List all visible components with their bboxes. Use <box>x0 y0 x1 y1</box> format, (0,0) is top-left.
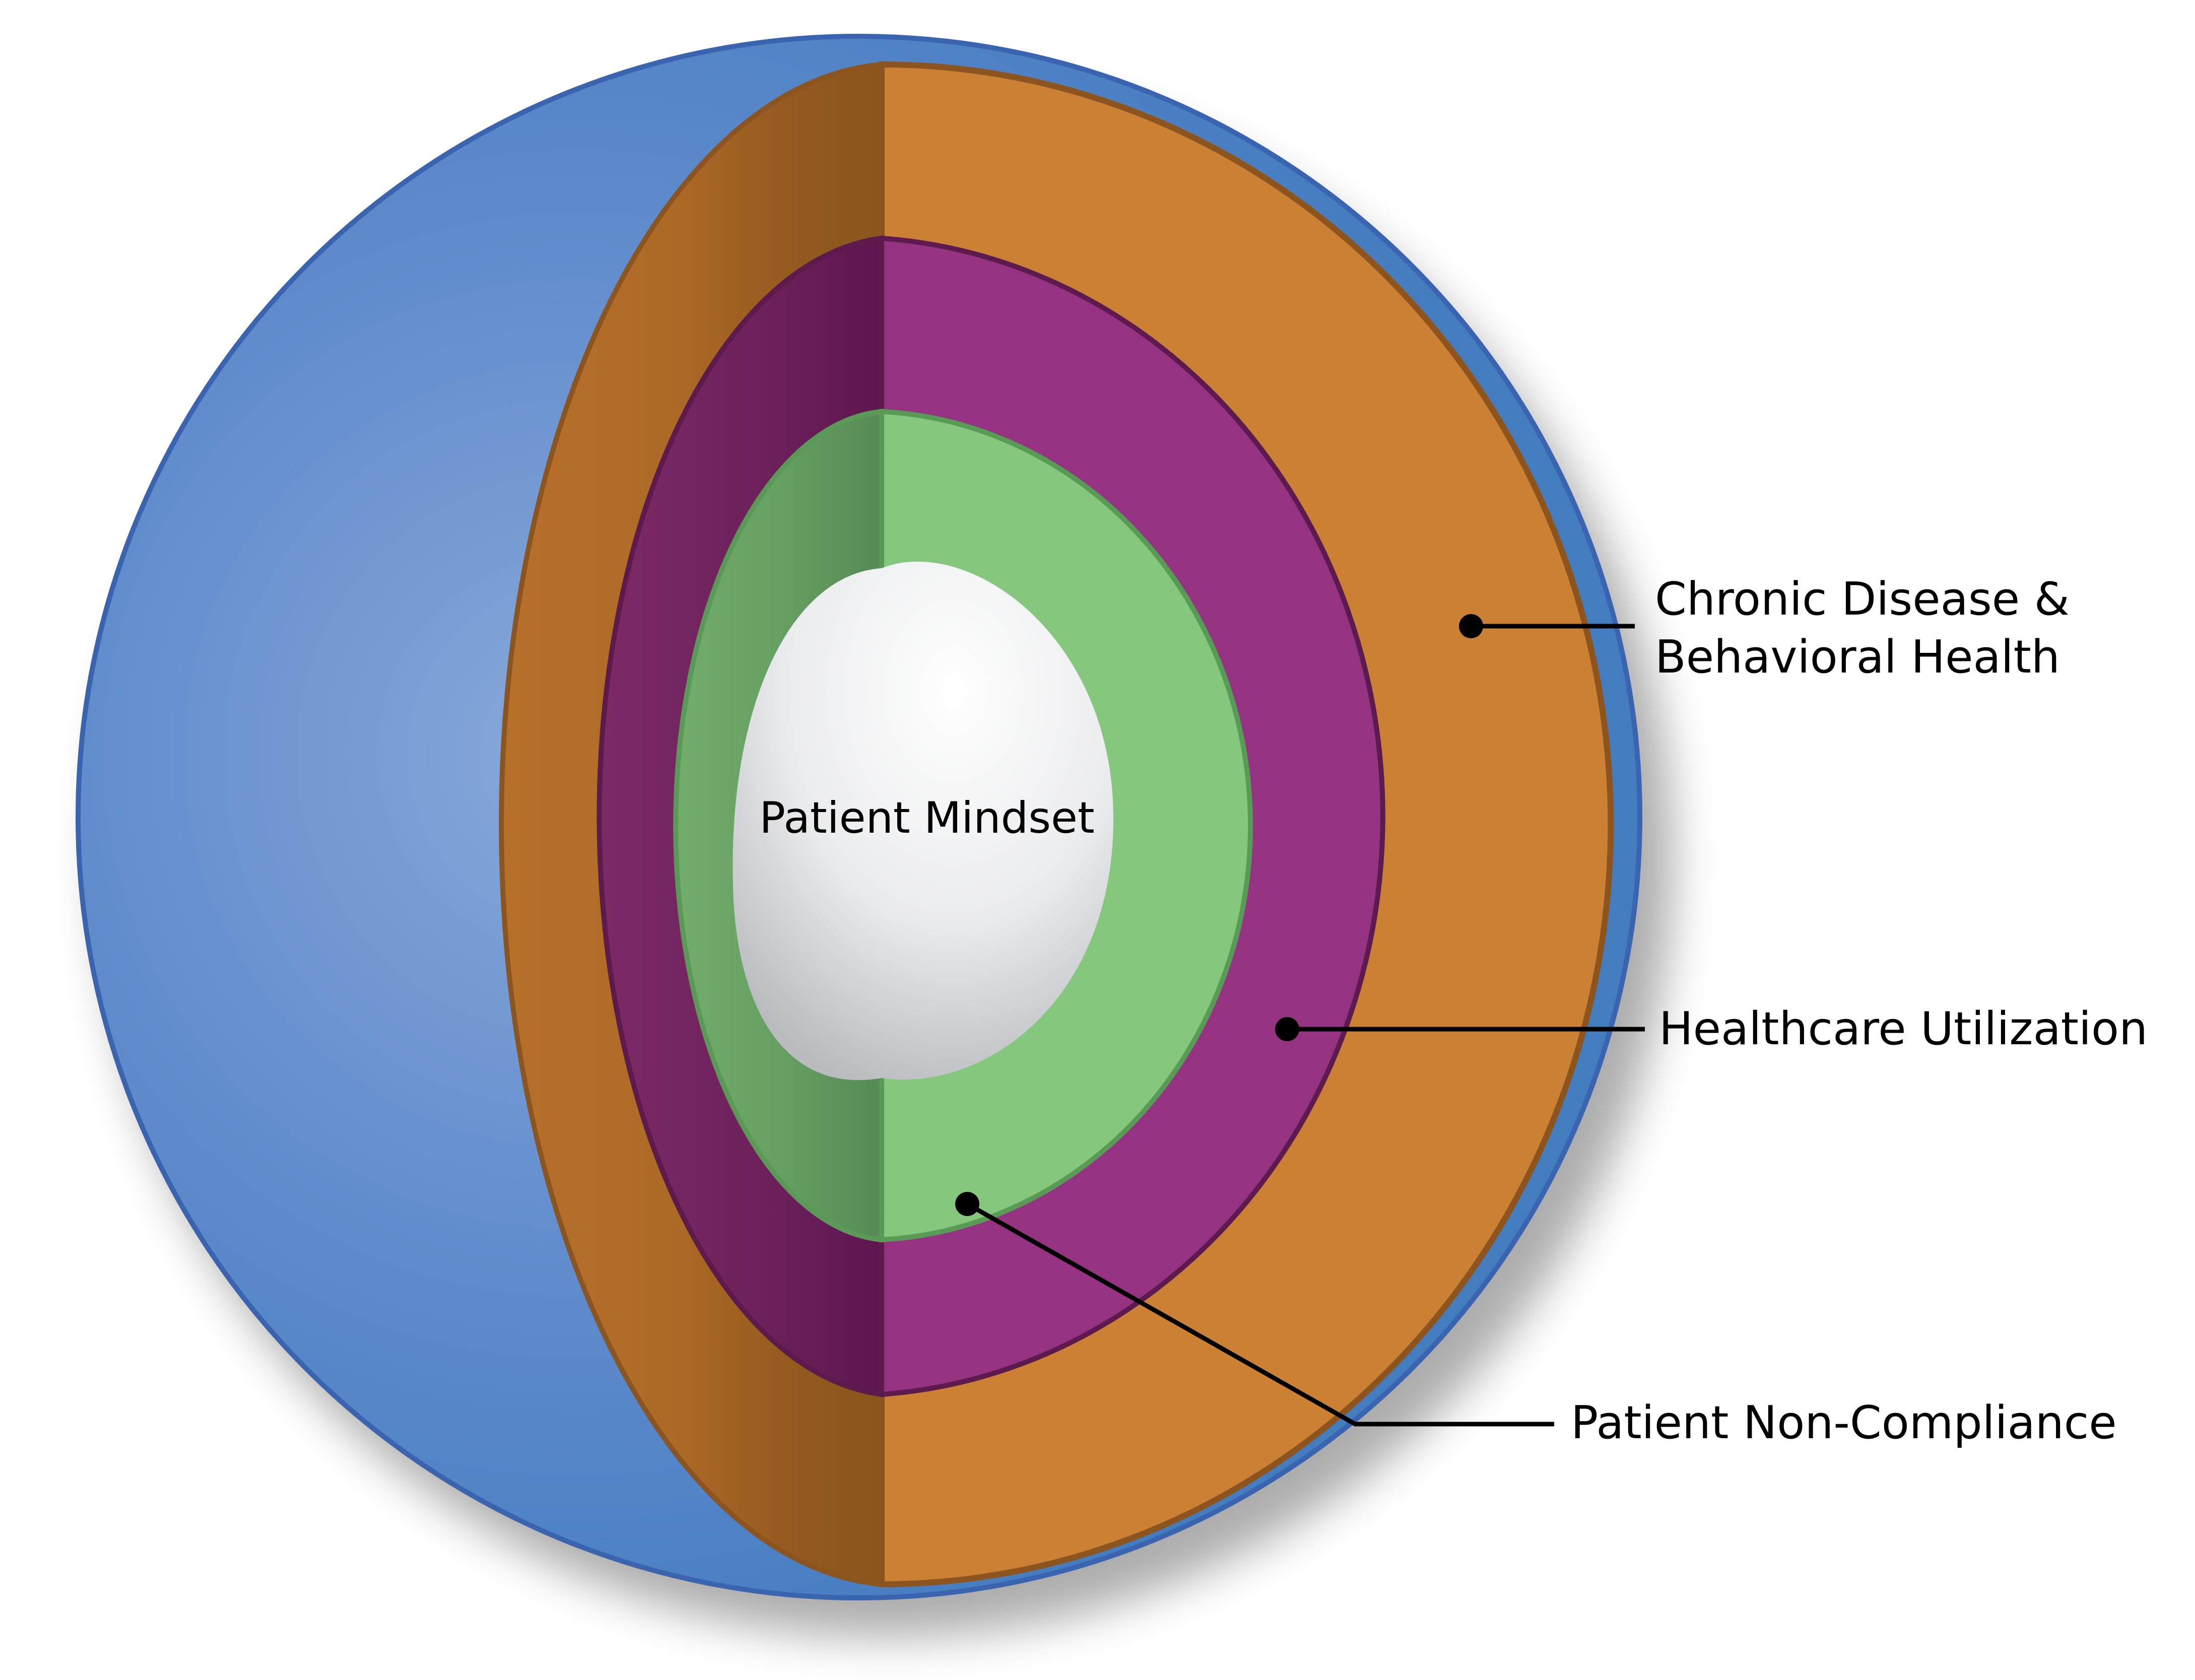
chronic-label-line2: Behavioral Health <box>1655 631 2060 684</box>
center-label: Patient Mindset <box>759 793 1094 843</box>
chronic-label-line1: Chronic Disease & <box>1655 573 2070 626</box>
non-compliance-callout-dot <box>955 1192 979 1216</box>
patient-mindset-core <box>733 561 1113 1081</box>
non-compliance-callout-line <box>966 1202 1554 1427</box>
utilization-callout-dot <box>1275 1017 1299 1041</box>
non-compliance-label: Patient Non-Compliance <box>1571 1396 2117 1449</box>
utilization-label: Healthcare Utilization <box>1659 1002 2148 1055</box>
chronic-callout-dot <box>1459 614 1483 638</box>
